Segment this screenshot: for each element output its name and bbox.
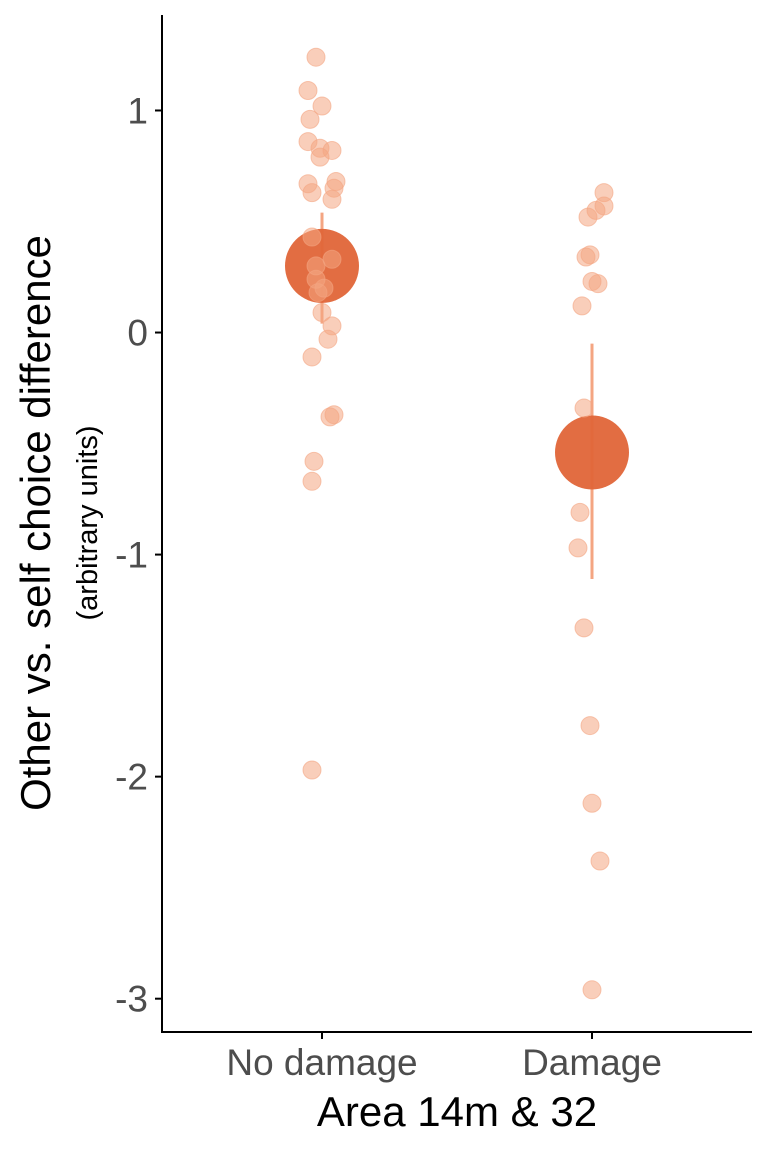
data-point (588, 274, 608, 294)
data-point (312, 96, 332, 116)
mean-marker (555, 415, 629, 490)
data-point (306, 47, 326, 67)
data-point (574, 618, 594, 638)
data-point (580, 245, 600, 265)
data-point (302, 227, 322, 247)
data-point (580, 716, 600, 736)
y-tick-label: 0 (127, 313, 148, 354)
y-tick-label: -1 (115, 535, 148, 576)
data-points (298, 47, 614, 1000)
data-point (320, 407, 340, 427)
data-point (300, 109, 320, 129)
data-point (318, 329, 338, 349)
data-point (594, 196, 614, 216)
data-point (302, 471, 322, 491)
data-point (322, 249, 342, 269)
data-point (302, 347, 322, 367)
data-point (312, 303, 332, 323)
x-tick-label: Damage (522, 1042, 662, 1083)
data-point (574, 398, 594, 418)
y-axis-subtitle: (arbitrary units) (72, 426, 104, 621)
data-point (570, 502, 590, 522)
data-point (582, 980, 602, 1000)
data-point (322, 189, 342, 209)
y-tick-label: -3 (115, 979, 148, 1020)
y-axis-title: Other vs. self choice difference (12, 235, 59, 811)
data-point (304, 451, 324, 471)
data-point (314, 278, 334, 298)
data-point (590, 851, 610, 871)
data-point (572, 296, 592, 316)
y-axis-ticks: 1 0 -1 -2 -3 (115, 90, 162, 1020)
y-tick-label: -2 (115, 757, 148, 798)
data-point (302, 183, 322, 203)
data-point (582, 793, 602, 813)
data-point (302, 760, 322, 780)
x-axis-ticks: No damage Damage (226, 1032, 662, 1083)
data-point (310, 147, 330, 167)
x-axis-title: Area 14m & 32 (317, 1088, 597, 1135)
data-point (568, 538, 588, 558)
group-summaries (285, 212, 629, 580)
x-tick-label: No damage (226, 1042, 417, 1083)
data-point (298, 80, 318, 100)
y-tick-label: 1 (127, 90, 148, 131)
